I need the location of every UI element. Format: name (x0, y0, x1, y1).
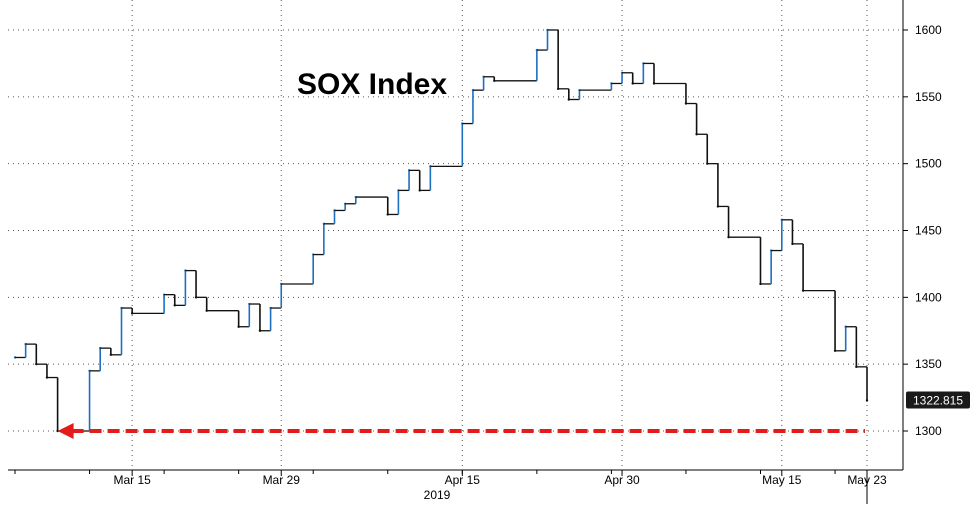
y-tick-label: 1350 (915, 357, 942, 371)
axes (8, 0, 904, 471)
y-tick-label: 1600 (915, 23, 942, 37)
support-line (57, 423, 865, 439)
last-value-label: 1322.815 (913, 394, 963, 408)
x-tick-label: Mar 15 (113, 473, 151, 487)
x-tick-label: Apr 30 (604, 473, 640, 487)
y-tick-label: 1500 (915, 157, 942, 171)
series-point (865, 399, 869, 402)
y-tick-label: 1400 (915, 290, 942, 304)
reference-arrow-head (57, 423, 74, 439)
x-tick-label: May 15 (762, 473, 802, 487)
x-tick-label: May 23 (847, 473, 887, 487)
y-axis-ticks: 1600 1550 1500 1450 1400 1350 1300 (903, 23, 942, 438)
chart-title: SOX Index (297, 68, 447, 101)
y-tick-label: 1300 (915, 424, 942, 438)
x-axis-ticks: Mar 15 Mar 29 Apr 15 Apr 30 May 15 May 23 (14, 470, 887, 504)
last-value-badge-background (906, 391, 970, 409)
price-series (13, 28, 869, 433)
x-tick-label: Apr 15 (445, 473, 481, 487)
last-value-badge: 1322.815 (906, 391, 970, 409)
year-label: 2019 (424, 488, 451, 502)
x-tick-label: Mar 29 (263, 473, 301, 487)
y-tick-label: 1450 (915, 224, 942, 238)
y-tick-label: 1550 (915, 90, 942, 104)
grid-lines (8, 0, 903, 470)
